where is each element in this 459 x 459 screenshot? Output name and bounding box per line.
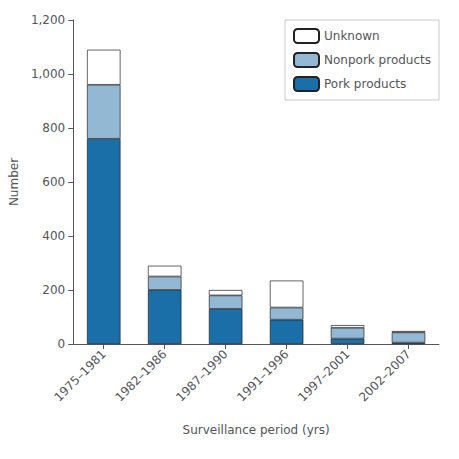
svg-text:Number: Number: [7, 158, 21, 206]
svg-text:2002–2007: 2002–2007: [356, 347, 413, 404]
svg-text:0: 0: [58, 337, 66, 351]
svg-text:1,000: 1,000: [31, 67, 65, 81]
svg-text:1,200: 1,200: [31, 13, 65, 27]
svg-text:1975–1981: 1975–1981: [51, 347, 108, 404]
svg-text:1982–1986: 1982–1986: [112, 347, 169, 404]
svg-text:600: 600: [42, 175, 65, 189]
svg-text:400: 400: [42, 229, 65, 243]
svg-text:1991–1996: 1991–1996: [234, 347, 291, 404]
svg-text:Unknown: Unknown: [324, 29, 380, 43]
svg-text:1987–1990: 1987–1990: [173, 347, 230, 404]
svg-text:Nonpork products: Nonpork products: [324, 53, 431, 67]
svg-text:800: 800: [42, 121, 65, 135]
svg-text:Pork products: Pork products: [324, 77, 406, 91]
svg-text:1997–2001: 1997–2001: [295, 347, 352, 404]
svg-text:200: 200: [42, 283, 65, 297]
svg-text:Surveillance period (yrs): Surveillance period (yrs): [183, 423, 330, 437]
